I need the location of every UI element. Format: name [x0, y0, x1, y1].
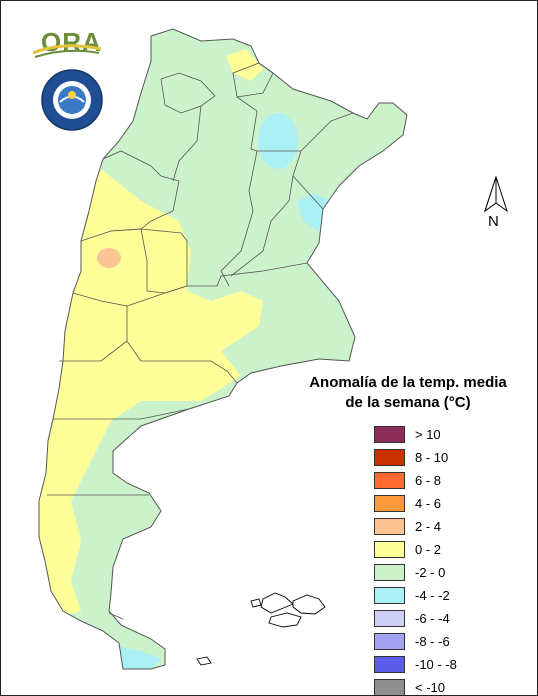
legend-label: 8 - 10	[415, 450, 449, 465]
legend-swatch	[374, 587, 405, 604]
warm-anomaly-region	[39, 161, 263, 621]
legend-item: 6 - 8	[374, 469, 523, 492]
legend-title-line-1: Anomalía de la temp. media	[309, 374, 507, 391]
legend-swatch	[374, 633, 405, 650]
warm-anomaly-region-north	[226, 49, 263, 81]
legend-item: -8 - -6	[374, 630, 523, 653]
legend-label: -8 - -6	[415, 634, 450, 649]
legend-swatch	[374, 495, 405, 512]
legend-swatch	[374, 518, 405, 535]
legend-item: 0 - 2	[374, 538, 523, 561]
legend-swatch	[374, 610, 405, 627]
legend-item: < -10	[374, 676, 523, 695]
north-arrow-icon	[484, 175, 508, 213]
legend-label: < -10	[415, 680, 445, 695]
legend-label: > 10	[415, 427, 441, 442]
cool-spot-region-north	[258, 113, 298, 169]
legend-item: -4 - -2	[374, 584, 523, 607]
legend-label: -6 - -4	[415, 611, 450, 626]
legend-label: 0 - 2	[415, 542, 442, 557]
legend-item: 4 - 6	[374, 492, 523, 515]
legend-item: -2 - 0	[374, 561, 523, 584]
cool-spot-region-south	[119, 646, 161, 669]
hot-spot-region	[97, 248, 121, 268]
province-borders	[47, 62, 354, 620]
legend-label: 2 - 4	[415, 519, 442, 534]
smn-seal-logo	[41, 69, 103, 131]
legend-item: 8 - 10	[374, 446, 523, 469]
legend: Anomalía de la temp. media de la semana …	[293, 373, 523, 695]
legend-swatch	[374, 472, 405, 489]
legend-label: -10 - -8	[415, 657, 457, 672]
legend-label: 6 - 8	[415, 473, 442, 488]
legend-swatch	[374, 541, 405, 558]
legend-item: 2 - 4	[374, 515, 523, 538]
tierra-del-fuego-islands	[196, 656, 212, 666]
legend-items: > 10 8 - 10 6 - 8 4 - 6 2 - 4 0 - 2 -2 - 0 -4 -…	[374, 423, 523, 695]
legend-label: -2 - 0	[415, 565, 446, 580]
legend-swatch	[374, 656, 405, 673]
legend-swatch	[374, 449, 405, 466]
malvinas-islands	[250, 592, 326, 628]
legend-title-line-2: de la semana (°C)	[345, 394, 471, 411]
legend-title: Anomalía de la temp. media de la semana …	[293, 373, 523, 413]
ora-swoosh-icon	[33, 44, 102, 58]
north-label: N	[488, 213, 499, 230]
legend-item: -6 - -4	[374, 607, 523, 630]
legend-swatch	[374, 679, 405, 695]
legend-label: -4 - -2	[415, 588, 450, 603]
warm-anomaly-region-east	[215, 297, 263, 341]
legend-item: -10 - -8	[374, 653, 523, 676]
legend-swatch	[374, 564, 405, 581]
legend-swatch	[374, 426, 405, 443]
legend-item: > 10	[374, 423, 523, 446]
legend-label: 4 - 6	[415, 496, 442, 511]
country-outline	[38, 28, 408, 670]
